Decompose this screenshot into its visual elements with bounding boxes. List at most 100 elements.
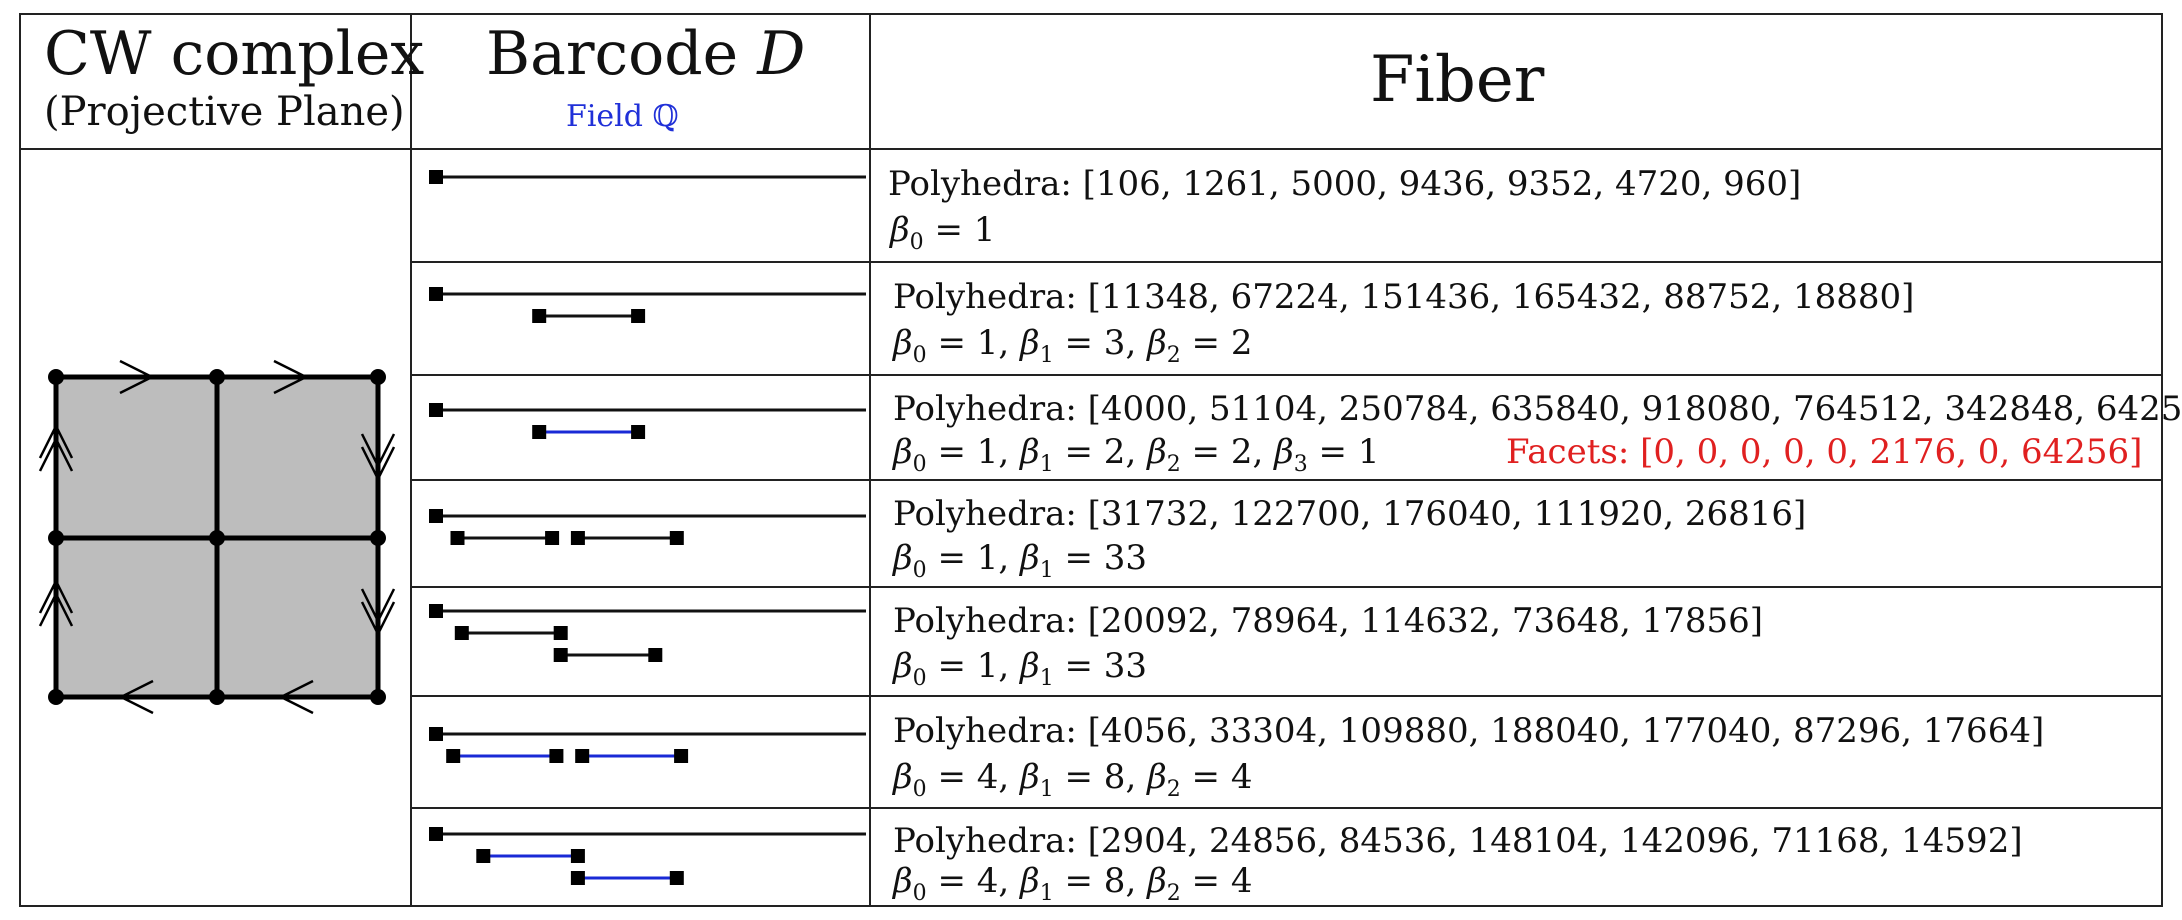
betti-term: β2 = 4: [1147, 860, 1253, 906]
col2-title: Barcode D: [486, 24, 805, 84]
barcode-diagrams: [429, 170, 866, 885]
bar-birth-marker: [429, 727, 443, 741]
cw-vertex: [209, 530, 225, 546]
bar-birth-marker: [429, 170, 443, 184]
betti-numbers: β0 = 1, β1 = 2, β2 = 2, β3 = 1: [893, 431, 1380, 477]
polyhedra-counts: Polyhedra: [2904, 24856, 84536, 148104, …: [893, 820, 2023, 861]
barcode: [429, 727, 866, 763]
betti-numbers: β0 = 1, β1 = 3, β2 = 2: [893, 323, 1253, 369]
edge-orientation-arrow: [360, 601, 396, 637]
bar-death-marker: [648, 648, 663, 662]
bar-birth-marker: [575, 749, 590, 763]
col3-title: Fiber: [1370, 43, 1545, 117]
field-label: Field ℚ: [566, 99, 679, 134]
cw-vertex: [48, 689, 64, 705]
betti-term: β2 = 2: [1147, 323, 1253, 369]
betti-term: β0 = 1: [890, 210, 996, 256]
bar-birth-marker: [570, 531, 585, 545]
betti-numbers: β0 = 4, β1 = 8, β2 = 4: [893, 756, 1253, 802]
betti-term: β2 = 4: [1147, 756, 1253, 802]
edge-orientation-arrow: [360, 446, 396, 482]
bar-birth-marker: [570, 871, 585, 885]
bar-birth-marker: [532, 309, 547, 323]
bar-birth-marker: [429, 287, 443, 301]
edge-orientation-arrow: [273, 359, 309, 395]
bar-death-marker: [631, 425, 646, 439]
betti-term: β1 = 33: [1020, 537, 1148, 583]
edge-orientation-arrow: [118, 679, 154, 715]
polyhedra-counts: Polyhedra: [31732, 122700, 176040, 11192…: [893, 494, 1807, 535]
betti-term: β3 = 1: [1274, 431, 1380, 477]
cw-vertex: [370, 530, 386, 546]
betti-term: β2 = 2: [1147, 431, 1253, 477]
polyhedra-counts: Polyhedra: [4056, 33304, 109880, 188040,…: [893, 710, 2045, 751]
bar-death-marker: [549, 749, 564, 763]
facets-counts: Facets: [0, 0, 0, 0, 0, 2176, 0, 64256]: [1506, 431, 2143, 472]
bar-birth-marker: [454, 626, 469, 640]
betti-term: β0 = 4: [893, 756, 999, 802]
col1-title: CW complex: [44, 19, 425, 89]
cw-vertex: [370, 689, 386, 705]
cw-vertex: [209, 689, 225, 705]
betti-term: β1 = 8: [1020, 860, 1126, 906]
edge-orientation-arrow: [360, 433, 396, 469]
bar-death-marker: [570, 849, 585, 863]
betti-term: β0 = 1: [893, 646, 999, 691]
cw-vertex: [48, 369, 64, 385]
polyhedra-counts: Polyhedra: [4000, 51104, 250784, 635840,…: [893, 388, 2182, 429]
betti-numbers: β0 = 4, β1 = 8, β2 = 4: [893, 860, 1253, 906]
col2-title-var: D: [757, 19, 806, 89]
bar-birth-marker: [429, 403, 443, 417]
betti-term: β0 = 1: [893, 323, 999, 369]
bar-birth-marker: [446, 749, 461, 763]
betti-term: β0 = 4: [893, 860, 999, 906]
bar-birth-marker: [429, 827, 443, 841]
betti-term: β1 = 3: [1020, 323, 1126, 369]
edge-orientation-arrow: [38, 436, 74, 472]
edge-orientation-arrow: [38, 423, 74, 459]
polyhedra-counts: Polyhedra: [11348, 67224, 151436, 165432…: [893, 277, 1915, 318]
bar-birth-marker: [429, 604, 443, 618]
edge-orientation-arrow: [38, 578, 74, 614]
col1-subtitle: (Projective Plane): [44, 89, 405, 135]
bar-birth-marker: [476, 849, 491, 863]
bar-birth-marker: [429, 509, 443, 523]
barcode: [429, 827, 866, 885]
bar-death-marker: [669, 531, 684, 545]
edge-orientation-arrow: [360, 588, 396, 624]
bar-death-marker: [553, 626, 568, 640]
bar-birth-marker: [450, 531, 465, 545]
barcode: [429, 287, 866, 323]
betti-numbers: β0 = 1, β1 = 33: [893, 646, 1148, 691]
edge-orientation-arrow: [119, 359, 155, 395]
cw-vertex: [209, 369, 225, 385]
barcode: [429, 509, 866, 545]
betti-term: β1 = 33: [1020, 646, 1148, 691]
cw-vertex: [370, 369, 386, 385]
betti-term: β1 = 2: [1020, 431, 1126, 477]
barcode: [429, 403, 866, 439]
barcode: [429, 170, 866, 184]
betti-term: β1 = 8: [1020, 756, 1126, 802]
polyhedra-counts: Polyhedra: [106, 1261, 5000, 9436, 9352,…: [888, 164, 1802, 205]
betti-term: β0 = 1: [893, 537, 999, 583]
bar-death-marker: [631, 309, 646, 323]
cw-complex-diagram: [38, 359, 396, 715]
edge-orientation-arrow: [278, 679, 314, 715]
bar-birth-marker: [553, 648, 568, 662]
betti-term: β0 = 1: [893, 431, 999, 477]
bar-death-marker: [669, 871, 684, 885]
barcode: [429, 604, 866, 662]
betti-numbers: β0 = 1: [890, 213, 995, 254]
betti-numbers: β0 = 1, β1 = 33: [893, 537, 1148, 583]
bar-death-marker: [674, 749, 689, 763]
table-borders: [19, 13, 2163, 907]
table-outer-border: [19, 13, 2163, 907]
cw-vertex: [48, 530, 64, 546]
col2-title-prefix: Barcode: [486, 19, 739, 89]
polyhedra-counts: Polyhedra: [20092, 78964, 114632, 73648,…: [893, 601, 1764, 642]
bar-birth-marker: [532, 425, 547, 439]
bar-death-marker: [545, 531, 560, 545]
